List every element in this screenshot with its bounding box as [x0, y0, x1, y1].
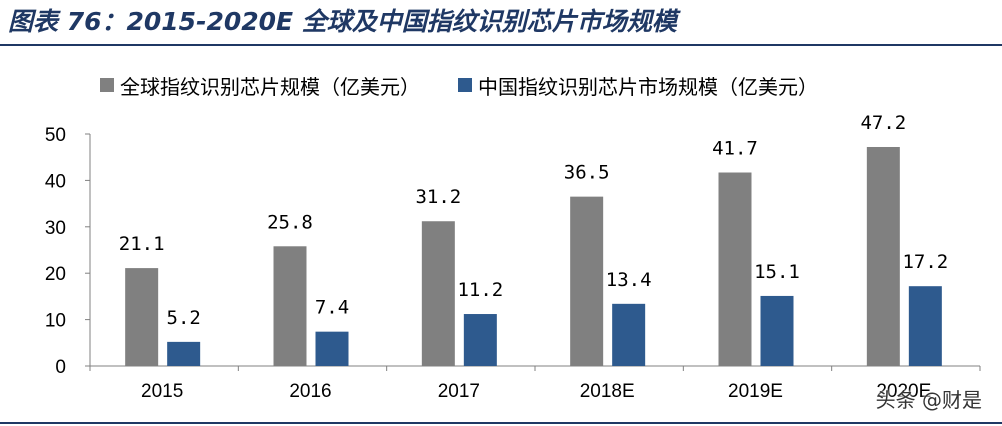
- data-label: 11.2: [457, 279, 503, 301]
- data-label: 7.4: [315, 297, 349, 319]
- bottom-rule: [0, 422, 1002, 424]
- y-tick-label: 50: [45, 125, 66, 146]
- title-underline: [0, 44, 1002, 46]
- chart-title: 图表 76：2015-2020E 全球及中国指纹识别芯片市场规模: [8, 7, 677, 36]
- x-tick-label: 2016: [289, 381, 331, 402]
- legend-label-china: 中国指纹识别芯片市场规模（亿美元）: [478, 74, 818, 99]
- y-tick-label: 10: [45, 311, 66, 332]
- chart-legend: 全球指纹识别芯片规模（亿美元） 中国指纹识别芯片市场规模（亿美元）: [100, 70, 856, 100]
- bar-global: [273, 246, 307, 366]
- bar-china: [908, 286, 942, 366]
- y-tick-label: 20: [45, 264, 66, 285]
- legend-label-global: 全球指纹识别芯片规模（亿美元）: [120, 74, 420, 99]
- legend-swatch-china: [458, 78, 472, 92]
- bar-global: [421, 221, 455, 366]
- data-label: 15.1: [754, 261, 800, 283]
- bar-china: [612, 303, 646, 366]
- bar-global: [718, 172, 752, 366]
- x-tick-label: 2019E: [728, 381, 783, 402]
- y-tick-label: 40: [45, 171, 66, 192]
- data-label: 47.2: [860, 112, 906, 134]
- x-tick-label: 2015: [141, 381, 183, 402]
- y-tick-label: 30: [45, 218, 66, 239]
- data-label: 36.5: [564, 162, 610, 184]
- bar-china: [315, 331, 349, 366]
- x-tick-label: 2017: [438, 381, 480, 402]
- data-label: 21.1: [119, 233, 165, 255]
- data-label: 13.4: [606, 269, 652, 291]
- legend-item-global: 全球指纹识别芯片规模（亿美元）: [100, 71, 420, 100]
- x-tick-label: 2018E: [580, 381, 635, 402]
- bar-china: [760, 295, 794, 366]
- y-tick-label: 0: [55, 357, 66, 378]
- x-tick-label: 2020E: [876, 381, 931, 402]
- bar-global: [125, 268, 159, 366]
- data-label: 25.8: [267, 211, 313, 233]
- bar-china: [167, 341, 201, 366]
- bar-global: [570, 196, 604, 366]
- legend-item-china: 中国指纹识别芯片市场规模（亿美元）: [458, 71, 818, 100]
- bar-global: [866, 146, 900, 366]
- data-label: 31.2: [415, 186, 461, 208]
- legend-swatch-global: [100, 78, 114, 92]
- watermark-text: 头条 @财是: [875, 388, 982, 412]
- bar-china: [463, 314, 497, 366]
- data-label: 17.2: [902, 251, 948, 273]
- data-label: 41.7: [712, 138, 758, 160]
- data-label: 5.2: [167, 307, 201, 329]
